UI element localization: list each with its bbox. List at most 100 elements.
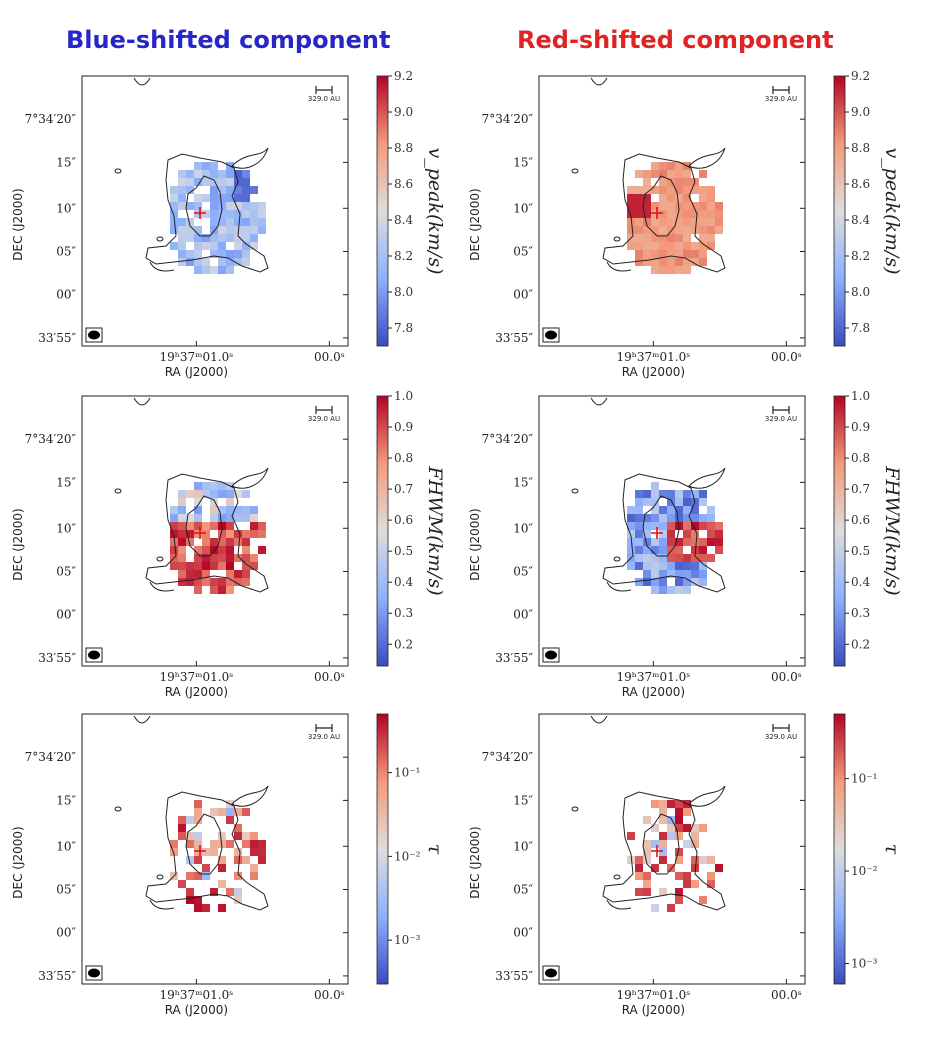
small-contour — [114, 168, 122, 174]
heatmap-cell — [675, 872, 683, 880]
heatmap-cell — [635, 202, 643, 210]
scale-bar — [315, 406, 333, 414]
heatmap-cell — [194, 514, 202, 522]
heatmap-cell — [635, 210, 643, 218]
heatmap-cell — [667, 522, 675, 530]
heatmap-cell — [194, 554, 202, 562]
heatmap-cell — [234, 194, 242, 202]
heatmap-cell — [194, 872, 202, 880]
heatmap-cell — [691, 506, 699, 514]
heatmap-cell — [226, 546, 234, 554]
colorbar-tick-label: 0.9 — [394, 420, 413, 434]
heatmap-cell — [643, 880, 651, 888]
heatmap-cell — [707, 226, 715, 234]
heatmap-cell — [226, 538, 234, 546]
heatmap-cell — [242, 234, 250, 242]
heatmap-cell — [635, 226, 643, 234]
heatmap-cell — [242, 258, 250, 266]
heatmap-cell — [675, 266, 683, 274]
heatmap-cell — [194, 202, 202, 210]
heatmap-cell — [683, 242, 691, 250]
heatmap-cell — [667, 800, 675, 808]
heatmap-cell — [226, 530, 234, 538]
xtick-label: 19ʰ37ᵐ01.0ˢ — [159, 670, 233, 684]
panel-red-fwhm: 329.0 AU 7°34′20″ 15″ 10″ 05″ 00″ 33′55″ 19ʰ37ᵐ… — [468, 389, 903, 699]
heatmap-cell — [643, 250, 651, 258]
heatmap-cell — [258, 226, 266, 234]
y-axis-label: DEC (J2000) — [11, 188, 25, 260]
heatmap-cell — [234, 832, 242, 840]
bottom-contour — [606, 581, 632, 592]
colorbar-tick-label: 7.8 — [394, 321, 413, 335]
heatmap-cell — [635, 522, 643, 530]
colorbar-tick-label: 8.6 — [394, 177, 413, 191]
heatmap-cell — [659, 840, 667, 848]
heatmap-cell — [627, 546, 635, 554]
beam-ellipse — [88, 330, 100, 340]
heatmap-cell — [667, 242, 675, 250]
heatmap-cell — [699, 856, 707, 864]
heatmap-cell — [242, 856, 250, 864]
heatmap-cell — [659, 848, 667, 856]
heatmap-cell — [635, 872, 643, 880]
heatmap-cell — [202, 234, 210, 242]
ytick-label: 05″ — [56, 883, 76, 897]
heatmap-cell — [226, 202, 234, 210]
heatmap-cell — [210, 178, 218, 186]
heatmap-cell — [643, 514, 651, 522]
heatmap-cell — [651, 170, 659, 178]
heatmap-cell — [675, 578, 683, 586]
heatmap-cell — [250, 242, 258, 250]
heatmap-cells — [627, 162, 723, 274]
scale-bar-label: 329.0 AU — [308, 733, 340, 741]
outer-contour — [145, 791, 269, 911]
heatmap-cell — [667, 186, 675, 194]
heatmap-cell — [659, 218, 667, 226]
heatmap-cell — [202, 210, 210, 218]
heatmap-cell — [242, 530, 250, 538]
heatmap-cell — [202, 848, 210, 856]
heatmap-cell — [715, 226, 723, 234]
heatmap-cell — [234, 202, 242, 210]
colorbar-tick-label: 0.8 — [394, 451, 413, 465]
heatmap-cell — [202, 482, 210, 490]
heatmap-cell — [667, 530, 675, 538]
ytick-label: 10″ — [513, 201, 533, 215]
colorbar-tick-label: 7.8 — [851, 321, 870, 335]
ytick-label: 05″ — [513, 883, 533, 897]
heatmap-cell — [202, 904, 210, 912]
heatmap-cell — [699, 202, 707, 210]
heatmap-cell — [242, 514, 250, 522]
heatmap-cell — [202, 530, 210, 538]
heatmap-cell — [659, 250, 667, 258]
heatmap-cell — [218, 258, 226, 266]
colorbar-tick-label: 10⁻¹ — [851, 772, 877, 786]
heatmap-cell — [218, 218, 226, 226]
heatmap-cell — [194, 848, 202, 856]
heatmap-cell — [627, 202, 635, 210]
heatmap-cell — [635, 506, 643, 514]
heatmap-cell — [691, 522, 699, 530]
heatmap-cell — [659, 234, 667, 242]
outer-contour — [145, 473, 269, 593]
heatmap-cell — [651, 904, 659, 912]
heatmap-cell — [667, 562, 675, 570]
heatmap-cell — [170, 840, 178, 848]
heatmap-cell — [699, 522, 707, 530]
colorbar-tick-label: 0.5 — [394, 544, 413, 558]
heatmap-cell — [242, 578, 250, 586]
heatmap-cell — [707, 554, 715, 562]
colorbar-tick-label: 9.0 — [851, 105, 870, 119]
heatmap-cell — [218, 880, 226, 888]
heatmap-cell — [651, 824, 659, 832]
heatmap-cell — [170, 538, 178, 546]
heatmap-cell — [707, 538, 715, 546]
heatmap-cell — [699, 186, 707, 194]
heatmap-cell — [186, 872, 194, 880]
heatmap-cell — [667, 226, 675, 234]
colorbar-tick-label: 0.4 — [851, 575, 870, 589]
heatmap-cell — [170, 514, 178, 522]
heatmap-cell — [659, 194, 667, 202]
colorbar-label: v_peak(km/s) — [881, 148, 903, 275]
heatmap-cell — [186, 856, 194, 864]
